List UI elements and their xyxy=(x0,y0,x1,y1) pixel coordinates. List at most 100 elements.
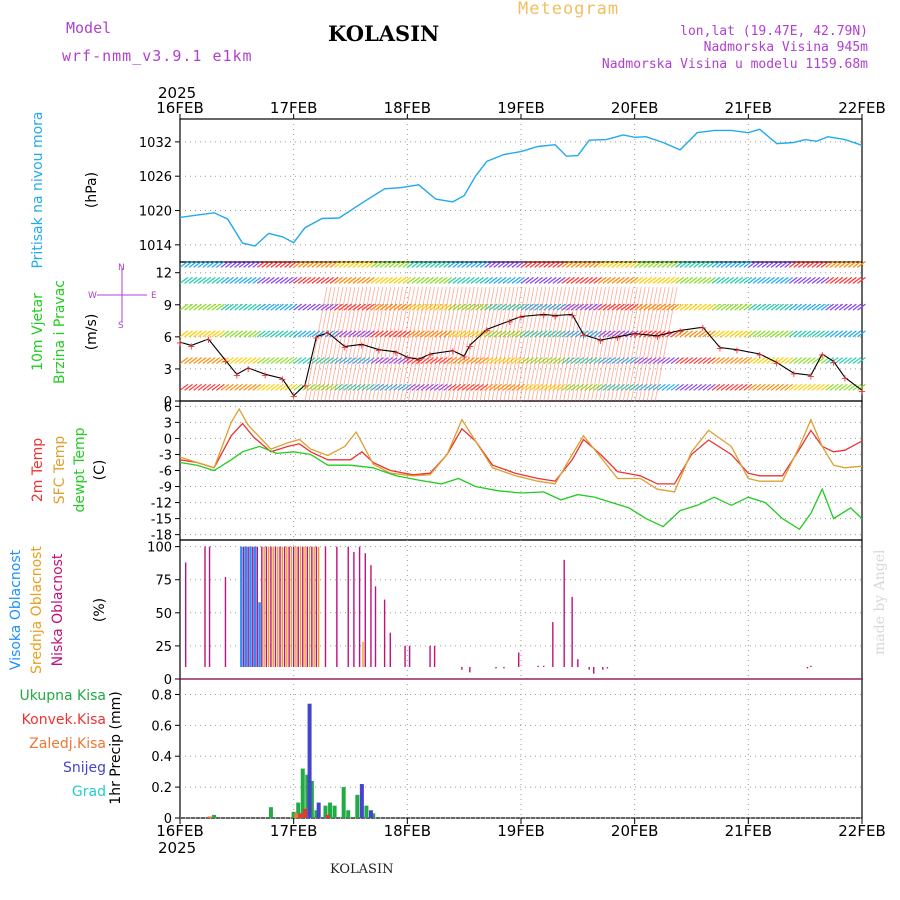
wind-barb xyxy=(275,303,284,311)
wind-barb xyxy=(816,303,825,311)
x-tick-label-top: 20FEB xyxy=(611,99,658,117)
wind-barb xyxy=(375,276,384,284)
y-tick-label: 3 xyxy=(164,363,172,378)
wind-barb xyxy=(466,276,475,284)
wind-barb xyxy=(734,276,744,284)
wind-hatch xyxy=(499,286,523,402)
wind-barb xyxy=(288,303,298,311)
wind-barb xyxy=(784,357,794,365)
wind-barb xyxy=(520,276,530,284)
wind-barb xyxy=(188,357,198,365)
wind-barb xyxy=(234,330,243,338)
wind-barb xyxy=(816,383,825,391)
wind-barb xyxy=(216,357,225,365)
wind-barb xyxy=(506,303,516,311)
wind-barb xyxy=(847,330,857,338)
wind-hatch xyxy=(491,286,515,402)
wind-barb xyxy=(693,330,703,338)
wind-barb xyxy=(438,276,448,284)
wind-gust-marker: + xyxy=(261,370,269,381)
wind-barb xyxy=(802,260,812,268)
wind-barb xyxy=(470,276,480,284)
wind-barb xyxy=(743,260,753,268)
wind-hatch xyxy=(603,286,626,402)
wind-barb xyxy=(720,357,730,365)
wind-barb xyxy=(684,260,694,268)
wind-barb xyxy=(625,330,634,338)
wind-barb xyxy=(366,303,375,311)
y-tick-label: 1032 xyxy=(139,136,172,151)
wind-barb xyxy=(752,383,762,391)
total-precip-bar xyxy=(355,794,360,818)
wind-barb xyxy=(384,330,393,338)
wind-barb xyxy=(757,357,766,365)
wind-gust-marker: + xyxy=(244,364,252,375)
wind-barb xyxy=(679,330,689,338)
y-tick-label: 9 xyxy=(164,299,172,314)
wind-barb xyxy=(766,276,775,284)
wind-barb xyxy=(761,330,771,338)
wind-barb xyxy=(456,303,466,311)
wind-barb xyxy=(734,303,744,311)
wind-barb xyxy=(716,330,725,338)
compass-north: N xyxy=(118,263,125,273)
wind-barb xyxy=(216,383,225,391)
wind-barb xyxy=(352,330,362,338)
wind-barb xyxy=(693,303,703,311)
wind-barb xyxy=(461,330,471,338)
wind-barb xyxy=(197,276,207,284)
wind-barb xyxy=(547,357,557,365)
wind-hatch xyxy=(555,286,579,402)
wind-hatch xyxy=(487,286,511,402)
wind-barb xyxy=(334,260,343,268)
wind-barb xyxy=(707,330,716,338)
wind-hatch xyxy=(388,286,411,402)
wind-barb xyxy=(202,276,212,284)
wind-barb xyxy=(525,383,534,391)
wind-barb xyxy=(711,260,721,268)
wind-barb xyxy=(261,303,271,311)
wind-barb xyxy=(711,357,721,365)
wind-barb xyxy=(738,260,748,268)
wind-barb xyxy=(779,357,789,365)
wind-barb xyxy=(716,276,725,284)
wind-barb xyxy=(270,303,280,311)
wind-barb xyxy=(197,303,207,311)
wind-barb xyxy=(334,330,343,338)
wind-barb xyxy=(811,260,821,268)
wind-barb xyxy=(225,260,234,268)
wind-barb xyxy=(729,383,739,391)
wind-barb xyxy=(338,330,348,338)
footer-station: KOLASIN xyxy=(330,862,394,877)
wind-barb xyxy=(661,303,671,311)
wind-barb xyxy=(416,260,425,268)
wind-barb xyxy=(729,276,739,284)
wind-barb xyxy=(466,330,475,338)
wind-barb xyxy=(252,357,262,365)
wind-barb xyxy=(238,357,248,365)
wind-barb xyxy=(597,260,607,268)
wind-barb xyxy=(434,276,443,284)
wind-barb xyxy=(543,260,553,268)
freezing-precip-bar xyxy=(207,816,212,818)
wind-barb xyxy=(802,357,812,365)
wind-barb xyxy=(629,303,639,311)
wind-barb xyxy=(506,276,516,284)
wind-hatch xyxy=(356,286,380,402)
wind-barb xyxy=(297,276,307,284)
total-precip-bar xyxy=(291,811,296,818)
wind-barb xyxy=(602,383,612,391)
wind-barb xyxy=(852,276,862,284)
wind-gust-marker: + xyxy=(596,336,604,347)
wind-barb xyxy=(229,383,239,391)
wind-barb xyxy=(288,357,298,365)
wind-barb xyxy=(261,357,271,365)
wind-barb xyxy=(766,260,775,268)
wind-barb xyxy=(420,276,430,284)
wind-barb xyxy=(397,383,407,391)
wind-barb xyxy=(270,330,280,338)
wind-barb xyxy=(470,357,480,365)
wind-barb xyxy=(502,357,512,365)
wind-barb xyxy=(566,303,575,311)
